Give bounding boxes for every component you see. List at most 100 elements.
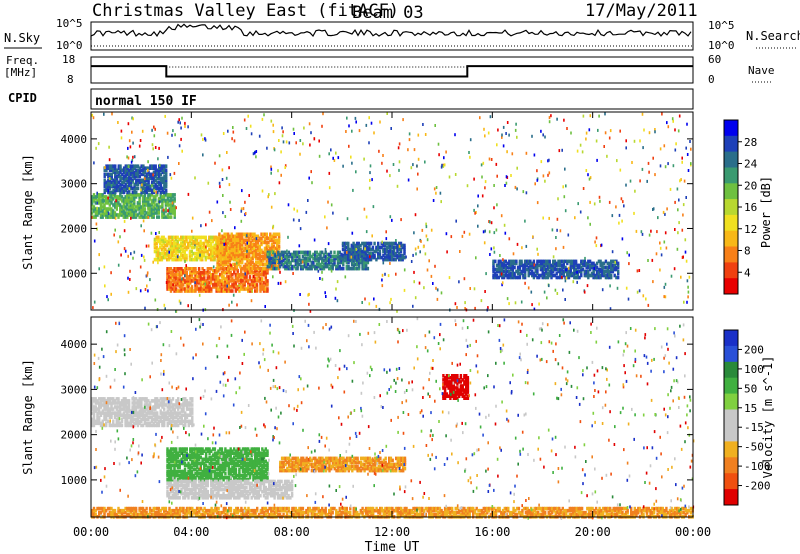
echo-cell bbox=[236, 273, 239, 277]
echo-cell bbox=[163, 170, 166, 175]
echo-cell bbox=[509, 265, 513, 270]
echo-cell bbox=[232, 248, 235, 253]
echo-cell bbox=[348, 257, 352, 262]
echo-cell bbox=[266, 250, 269, 255]
echo-cell bbox=[357, 253, 360, 258]
echo-cell bbox=[175, 273, 178, 277]
noise-sky-line bbox=[90, 23, 692, 40]
echo-cell bbox=[99, 405, 103, 409]
echo-cell bbox=[305, 258, 308, 263]
echo-cell bbox=[169, 255, 172, 260]
echo-cell bbox=[173, 453, 176, 457]
echo-cell bbox=[285, 252, 289, 257]
echo-cell bbox=[161, 211, 164, 215]
echo-cell bbox=[124, 176, 127, 181]
echo-cell bbox=[488, 230, 491, 234]
echo-cell bbox=[277, 234, 281, 239]
echo-cell bbox=[106, 411, 110, 415]
echo-cell bbox=[105, 403, 108, 407]
echo-cell bbox=[122, 413, 125, 417]
echo-cell bbox=[161, 415, 164, 419]
echo-cell bbox=[138, 415, 141, 419]
echo-cell bbox=[515, 261, 518, 266]
echo-cell bbox=[211, 249, 215, 254]
echo-cell bbox=[233, 285, 236, 289]
echo-cell bbox=[129, 415, 132, 419]
echo-cell bbox=[165, 190, 168, 195]
echo-cell bbox=[264, 279, 267, 283]
echo-cell bbox=[352, 241, 355, 246]
echo-cell bbox=[294, 258, 298, 263]
echo-cell bbox=[143, 413, 147, 417]
echo-cell bbox=[110, 201, 113, 205]
echo-cell bbox=[186, 266, 189, 270]
echo-cell bbox=[176, 463, 180, 468]
echo-cell bbox=[108, 401, 111, 405]
echo-cell bbox=[288, 141, 291, 145]
echo-cell bbox=[175, 289, 178, 293]
echo-cell bbox=[235, 264, 239, 269]
echo-cell bbox=[509, 263, 513, 268]
echo-cell bbox=[182, 407, 185, 411]
echo-cell bbox=[199, 255, 202, 260]
echo-cell bbox=[484, 186, 486, 190]
echo-cell bbox=[164, 201, 168, 205]
echo-cell bbox=[606, 267, 609, 272]
echo-cell bbox=[548, 271, 551, 276]
echo-cell bbox=[187, 413, 190, 417]
echo-cell bbox=[183, 449, 187, 453]
echo-cell bbox=[329, 254, 333, 259]
echo-cell bbox=[175, 281, 178, 285]
echo-cell bbox=[257, 271, 260, 275]
echo-cell bbox=[428, 259, 430, 263]
echo-cell bbox=[674, 228, 676, 231]
echo-cell bbox=[246, 258, 249, 263]
echo-cell bbox=[107, 190, 110, 195]
echo-cell bbox=[122, 180, 126, 185]
echo-cell bbox=[148, 423, 152, 428]
echo-cell bbox=[161, 397, 164, 401]
echo-cell bbox=[298, 258, 301, 263]
echo-cell bbox=[140, 409, 143, 413]
echo-cell bbox=[157, 423, 161, 428]
echo-cell bbox=[541, 271, 544, 276]
echo-cell bbox=[516, 271, 520, 276]
echo-cell bbox=[169, 473, 173, 478]
echo-cell bbox=[112, 178, 115, 183]
echo-cell bbox=[136, 415, 140, 419]
echo-cell bbox=[140, 193, 143, 197]
echo-cell bbox=[163, 178, 166, 183]
echo-cell bbox=[633, 139, 636, 143]
echo-cell bbox=[168, 471, 171, 476]
echo-cell bbox=[222, 132, 225, 135]
echo-cell bbox=[99, 397, 103, 401]
echo-cell bbox=[508, 263, 511, 268]
echo-cell bbox=[256, 238, 260, 243]
echo-cell bbox=[345, 264, 348, 269]
echo-cell bbox=[544, 135, 546, 139]
echo-cell bbox=[219, 254, 223, 259]
echo-cell bbox=[387, 274, 390, 278]
echo-cell bbox=[506, 121, 509, 124]
echo-cell bbox=[687, 169, 690, 172]
echo-cell bbox=[307, 252, 310, 257]
echo-cell bbox=[571, 271, 574, 276]
echo-cell bbox=[127, 156, 130, 160]
echo-cell bbox=[269, 246, 272, 251]
echo-cell bbox=[678, 221, 680, 225]
echo-cell bbox=[333, 262, 336, 267]
echo-cell bbox=[286, 249, 288, 253]
echo-cell bbox=[324, 254, 327, 259]
echo-cell bbox=[538, 263, 541, 268]
echo-cell bbox=[112, 164, 115, 168]
echo-cell bbox=[134, 205, 138, 209]
echo-cell bbox=[354, 253, 357, 258]
echo-cell bbox=[129, 209, 132, 213]
echo-cell bbox=[123, 247, 126, 251]
echo-cell bbox=[247, 285, 250, 289]
echo-cell bbox=[285, 256, 289, 261]
echo-cell bbox=[171, 473, 174, 478]
echo-cell bbox=[274, 232, 277, 237]
echo-cell bbox=[178, 475, 181, 480]
